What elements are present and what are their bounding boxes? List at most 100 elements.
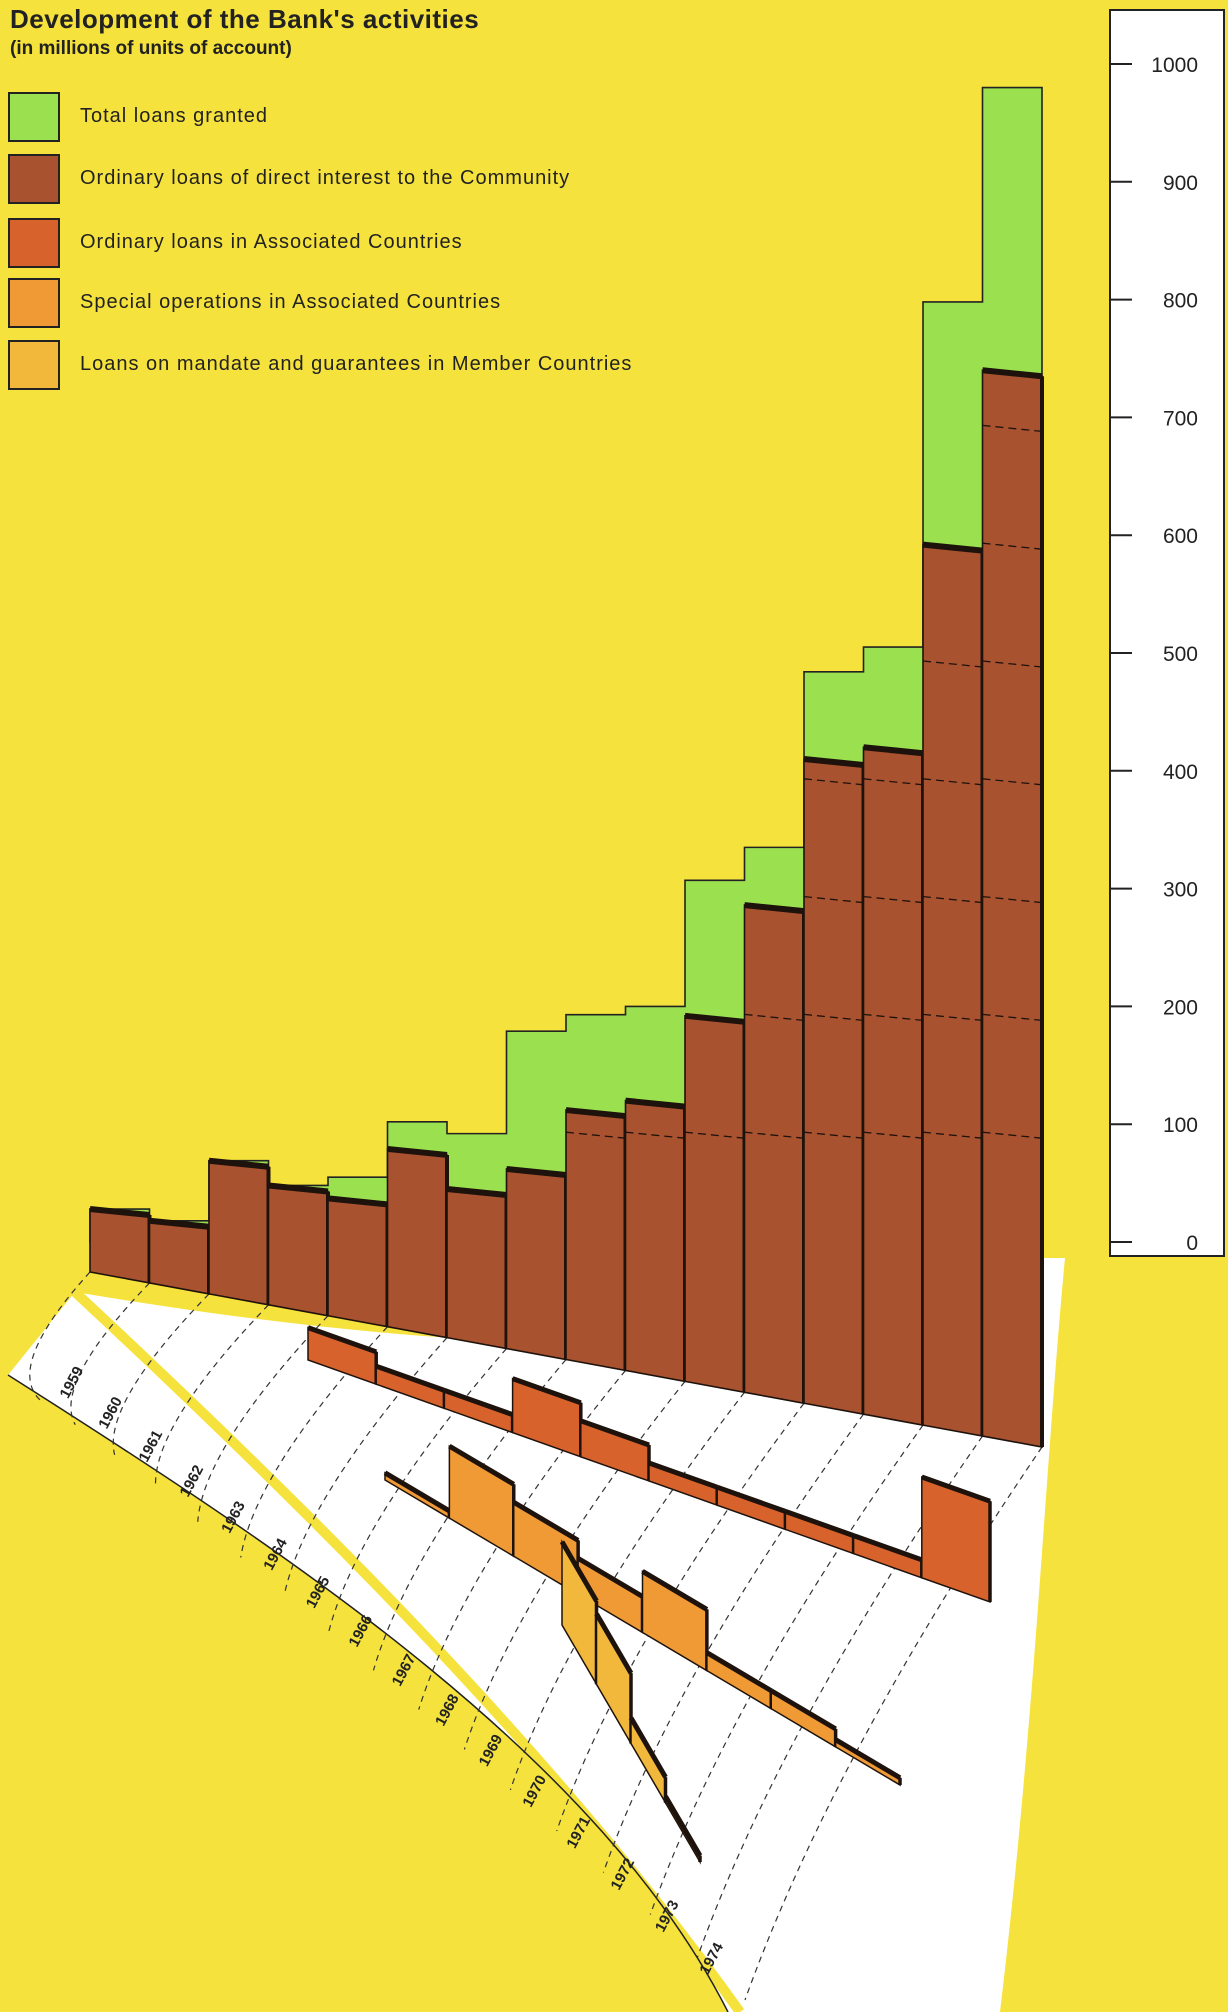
- year-guide: [372, 1359, 567, 1671]
- legend-label-special-operations: Special operations in Associated Countri…: [80, 291, 502, 313]
- legend-swatch-total: [8, 92, 60, 142]
- bar-ordinary-gridline: [982, 660, 1043, 668]
- bar-ordinary-1972: [862, 744, 925, 1427]
- bar-ordinary-top: [982, 367, 1043, 380]
- bar-ordinary-gridline: [922, 1013, 983, 1022]
- bar-row1-1974: [834, 1737, 902, 1787]
- year-label: 1969: [476, 1732, 507, 1769]
- bar-ordinary-top: [327, 1195, 388, 1208]
- bar-ordinary-1974: [981, 367, 1044, 1448]
- legend-label-mandate-guarantees: Loans on mandate and guarantees in Membe…: [80, 353, 633, 375]
- bar-ordinary-gridline: [863, 1131, 924, 1139]
- bar-ordinary-face: [267, 1184, 329, 1317]
- bar-ordinary-face: [862, 746, 924, 1427]
- bar-ordinary-gridline: [625, 1131, 686, 1139]
- bar-ordinary-top: [89, 1206, 150, 1219]
- year-guide: [283, 1337, 448, 1595]
- bar-row-top: [628, 1716, 668, 1779]
- year-guide: [70, 1282, 150, 1426]
- year-label: 1965: [303, 1574, 334, 1611]
- bar-ordinary-gridline: [922, 895, 983, 904]
- year-label: 1966: [346, 1612, 377, 1649]
- bar-row-top: [559, 1540, 599, 1603]
- chart-title: Development of the Bank's activities: [10, 4, 480, 34]
- legend-swatch-ordinary-associated: [8, 218, 60, 268]
- axis-tick-label: 500: [1163, 643, 1198, 666]
- bar-ordinary-top: [625, 1097, 686, 1110]
- axis-tick-label: 1000: [1151, 54, 1198, 77]
- bar-row-top: [375, 1363, 446, 1393]
- bar-ordinary-gridline: [803, 1131, 864, 1139]
- bar-ordinary-gridline: [803, 778, 864, 786]
- bar-ordinary-top: [922, 541, 983, 554]
- axis-tick-label: 100: [1163, 1114, 1198, 1137]
- bar-ordinary-1969: [684, 1012, 747, 1394]
- bar-ordinary-top: [268, 1182, 329, 1195]
- axis-tick-label: 0: [1186, 1232, 1198, 1255]
- legend-item-mandate-guarantees: Loans on mandate and guarantees in Membe…: [8, 340, 768, 390]
- bar-ordinary-face: [565, 1109, 627, 1372]
- year-fan-edge: [7, 1374, 729, 2012]
- legend-item-ordinary-associated: Ordinary loans in Associated Countries: [8, 218, 768, 268]
- bar-ordinary-1963: [327, 1195, 390, 1328]
- bar-row-top: [512, 1500, 580, 1543]
- bar-row-top: [648, 1460, 719, 1490]
- year-guide: [509, 1391, 745, 1791]
- bar-ordinary-top: [446, 1186, 507, 1198]
- bar-ordinary-gridline: [744, 1131, 805, 1139]
- bar-ordinary-top: [506, 1165, 567, 1178]
- bar-ordinary-gridline: [922, 1131, 983, 1139]
- bar-ordinary-top: [149, 1217, 210, 1230]
- legend-item-ordinary-community: Ordinary loans of direct interest to the…: [8, 154, 768, 204]
- bar-ordinary-face: [922, 543, 984, 1438]
- legend-swatch-mandate-guarantees: [8, 340, 60, 390]
- bar-ordinary-face: [981, 369, 1043, 1448]
- legend-label-ordinary-associated: Ordinary loans in Associated Countries: [80, 231, 463, 253]
- bar-row-top: [511, 1376, 582, 1406]
- bar-ordinary-gridline: [922, 660, 983, 668]
- axis-tick-label: 300: [1163, 879, 1198, 902]
- bar-ordinary-1970: [743, 902, 806, 1405]
- bar-ordinary-face: [803, 758, 865, 1416]
- bar-ordinary-1964: [386, 1145, 449, 1339]
- bar-row-top: [834, 1737, 902, 1780]
- legend-swatch-ordinary-community: [8, 154, 60, 204]
- bar-ordinary-face: [684, 1014, 746, 1394]
- bar-ordinary-gridline: [982, 895, 1043, 904]
- row-1: [383, 1443, 902, 1787]
- bar-ordinary-top: [208, 1157, 269, 1170]
- bar-row-top: [705, 1650, 773, 1693]
- bar-row-top: [443, 1388, 514, 1417]
- bar-ordinary-1965: [446, 1186, 509, 1350]
- bar-row-top: [716, 1484, 787, 1514]
- bar-ordinary-1962: [267, 1182, 330, 1317]
- bar-ordinary-top: [803, 756, 864, 769]
- chart-subtitle: (in millions of units of account): [10, 38, 292, 59]
- bar-ordinary-face: [624, 1099, 686, 1383]
- bar-row2-1974: [663, 1793, 703, 1865]
- bar-ordinary-face: [743, 904, 805, 1405]
- year-label: 1970: [519, 1773, 550, 1810]
- bar-ordinary-gridline: [982, 542, 1043, 550]
- axis-tick-label: 400: [1163, 761, 1198, 784]
- bar-ordinary-gridline: [803, 895, 864, 904]
- row-0: [307, 1325, 992, 1604]
- bar-ordinary-gridline: [744, 1013, 805, 1022]
- bar-row-top: [641, 1569, 709, 1612]
- row-2: [559, 1539, 703, 1865]
- legend-item-total: Total loans granted: [8, 92, 768, 142]
- bar-row-top: [663, 1795, 703, 1857]
- bar-row0-1974: [920, 1474, 992, 1604]
- bar-row-top: [594, 1612, 634, 1675]
- bar-ordinary-1967: [565, 1107, 628, 1372]
- bar-ordinary-top: [565, 1107, 626, 1120]
- bar-ordinary-gridline: [803, 1013, 864, 1022]
- legend-item-special-operations: Special operations in Associated Countri…: [8, 278, 768, 328]
- year-label: 1968: [432, 1691, 463, 1728]
- year-guide: [328, 1348, 507, 1633]
- bar-ordinary-1961: [208, 1157, 271, 1306]
- bar-ordinary-gridline: [863, 895, 924, 904]
- bar-ordinary-gridline: [684, 1131, 745, 1139]
- bar-ordinary-gridline: [982, 424, 1043, 433]
